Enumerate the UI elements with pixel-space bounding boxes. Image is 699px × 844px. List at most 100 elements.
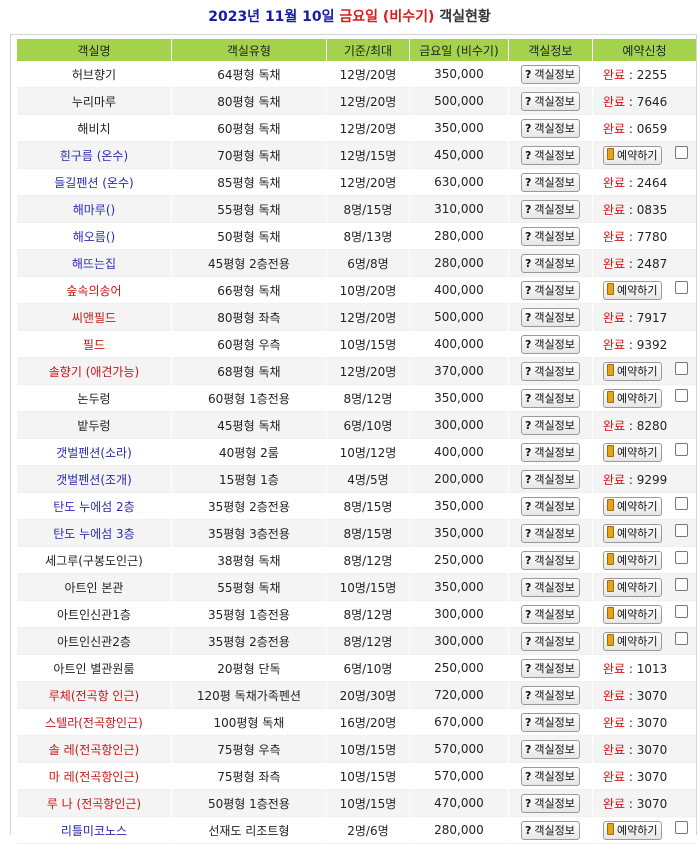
room-name[interactable]: 탄도 누에섬 2층 (17, 493, 171, 520)
book-button[interactable]: 예약하기 (603, 631, 663, 651)
room-info-button[interactable]: ? 객실정보 (520, 739, 580, 759)
room-capacity: 2명/6명 (326, 817, 410, 844)
room-info-button[interactable]: ? 객실정보 (520, 685, 580, 705)
reservation-checkbox[interactable] (675, 605, 688, 618)
room-info-button-label: 객실정보 (534, 499, 575, 513)
room-name[interactable]: 갯벌펜션(소라) (17, 439, 171, 466)
room-name[interactable]: 솔 레(전곡항인근) (17, 736, 171, 763)
reservation-checkbox[interactable] (675, 821, 688, 834)
room-info-button[interactable]: ? 객실정보 (520, 577, 580, 597)
room-info-button[interactable]: ? 객실정보 (520, 712, 580, 732)
room-info-cell: ? 객실정보 (508, 277, 592, 304)
room-info-button[interactable]: ? 객실정보 (520, 226, 580, 246)
question-icon: ? (524, 742, 532, 756)
room-name[interactable]: 아트인신관2층 (17, 628, 171, 655)
room-info-button[interactable]: ? 객실정보 (520, 604, 580, 624)
reservation-checkbox[interactable] (675, 551, 688, 564)
room-info-button[interactable]: ? 객실정보 (520, 307, 580, 327)
room-info-button[interactable]: ? 객실정보 (520, 442, 580, 462)
room-info-button[interactable]: ? 객실정보 (520, 64, 580, 84)
room-info-button[interactable]: ? 객실정보 (520, 820, 580, 840)
room-info-button[interactable]: ? 객실정보 (520, 388, 580, 408)
book-button[interactable]: 예약하기 (603, 496, 663, 516)
room-name[interactable]: 리틀미코노스 (17, 817, 171, 844)
room-name[interactable]: 필드 (17, 331, 171, 358)
table-body: 허브향기 64평형 독채 12명/20명 350,000? 객실정보 완료 : 2255 누… (17, 61, 696, 844)
room-info-button[interactable]: ? 객실정보 (520, 172, 580, 192)
question-icon: ? (524, 607, 532, 621)
room-name[interactable]: 씨앤필드 (17, 304, 171, 331)
room-type: 선재도 리조트형 (171, 817, 326, 844)
room-info-button[interactable]: ? 객실정보 (520, 415, 580, 435)
reservation-cell: 예약하기 (593, 493, 696, 520)
reservation-checkbox[interactable] (675, 443, 688, 456)
room-name[interactable]: 해오름() (17, 223, 171, 250)
room-info-button[interactable]: ? 객실정보 (520, 523, 580, 543)
room-info-button[interactable]: ? 객실정보 (520, 658, 580, 678)
room-type: 35평형 1층전용 (171, 601, 326, 628)
room-type: 55평형 독채 (171, 574, 326, 601)
room-name[interactable]: 아트인 별관원룸 (17, 655, 171, 682)
book-button[interactable]: 예약하기 (603, 604, 663, 624)
room-info-button[interactable]: ? 객실정보 (520, 145, 580, 165)
room-info-cell: ? 객실정보 (508, 709, 592, 736)
reservation-checkbox[interactable] (675, 578, 688, 591)
room-name[interactable]: 논두렁 (17, 385, 171, 412)
room-name[interactable]: 아트인신관1층 (17, 601, 171, 628)
reservation-checkbox[interactable] (675, 281, 688, 294)
reservation-checkbox[interactable] (675, 146, 688, 159)
room-info-button[interactable]: ? 객실정보 (520, 793, 580, 813)
room-capacity: 12명/20명 (326, 88, 410, 115)
room-info-button[interactable]: ? 객실정보 (520, 631, 580, 651)
room-name[interactable]: 밭두렁 (17, 412, 171, 439)
reservation-checkbox[interactable] (675, 362, 688, 375)
book-button[interactable]: 예약하기 (603, 361, 663, 381)
book-button[interactable]: 예약하기 (603, 280, 663, 300)
book-button[interactable]: 예약하기 (603, 577, 663, 597)
room-info-button[interactable]: ? 객실정보 (520, 280, 580, 300)
room-name[interactable]: 숲속의송어 (17, 277, 171, 304)
room-info-button[interactable]: ? 객실정보 (520, 253, 580, 273)
room-info-button[interactable]: ? 객실정보 (520, 334, 580, 354)
room-name[interactable]: 세그루(구봉도인근) (17, 547, 171, 574)
room-name[interactable]: 흰구름 (온수) (17, 142, 171, 169)
room-name[interactable]: 마 레(전곡항인근) (17, 763, 171, 790)
reservation-checkbox[interactable] (675, 524, 688, 537)
book-button[interactable]: 예약하기 (603, 442, 663, 462)
room-name[interactable]: 들길펜션 (온수) (17, 169, 171, 196)
book-button[interactable]: 예약하기 (603, 550, 663, 570)
room-name[interactable]: 갯벌펜션(조개) (17, 466, 171, 493)
question-icon: ? (524, 94, 532, 108)
room-info-button[interactable]: ? 객실정보 (520, 361, 580, 381)
room-name[interactable]: 탄도 누에섬 3층 (17, 520, 171, 547)
room-name[interactable]: 해마루() (17, 196, 171, 223)
room-info-button[interactable]: ? 객실정보 (520, 469, 580, 489)
reservation-cell: 예약하기 (593, 547, 696, 574)
room-name[interactable]: 누리마루 (17, 88, 171, 115)
room-name[interactable]: 아트인 본관 (17, 574, 171, 601)
room-name[interactable]: 허브향기 (17, 61, 171, 88)
book-button[interactable]: 예약하기 (603, 145, 663, 165)
reservation-separator: : (625, 337, 637, 352)
book-button[interactable]: 예약하기 (603, 388, 663, 408)
room-name[interactable]: 솔향기 (애견가능) (17, 358, 171, 385)
room-name[interactable]: 루체(전곡항 인근) (17, 682, 171, 709)
room-info-button[interactable]: ? 객실정보 (520, 199, 580, 219)
reservation-checkbox[interactable] (675, 632, 688, 645)
room-name[interactable]: 루 나 (전곡항인근) (17, 790, 171, 817)
room-info-button[interactable]: ? 객실정보 (520, 118, 580, 138)
book-button[interactable]: 예약하기 (603, 523, 663, 543)
room-info-button[interactable]: ? 객실정보 (520, 766, 580, 786)
reservation-checkbox[interactable] (675, 497, 688, 510)
room-price: 300,000 (410, 628, 508, 655)
room-info-button[interactable]: ? 객실정보 (520, 91, 580, 111)
room-name[interactable]: 해비치 (17, 115, 171, 142)
book-button[interactable]: 예약하기 (603, 820, 663, 840)
reservation-checkbox[interactable] (675, 389, 688, 402)
reservation-done-label: 완료 (603, 661, 626, 676)
room-name[interactable]: 해뜨는집 (17, 250, 171, 277)
room-info-button[interactable]: ? 객실정보 (520, 496, 580, 516)
room-type: 68평형 독채 (171, 358, 326, 385)
room-info-button[interactable]: ? 객실정보 (520, 550, 580, 570)
room-name[interactable]: 스텔라(전곡항인근) (17, 709, 171, 736)
